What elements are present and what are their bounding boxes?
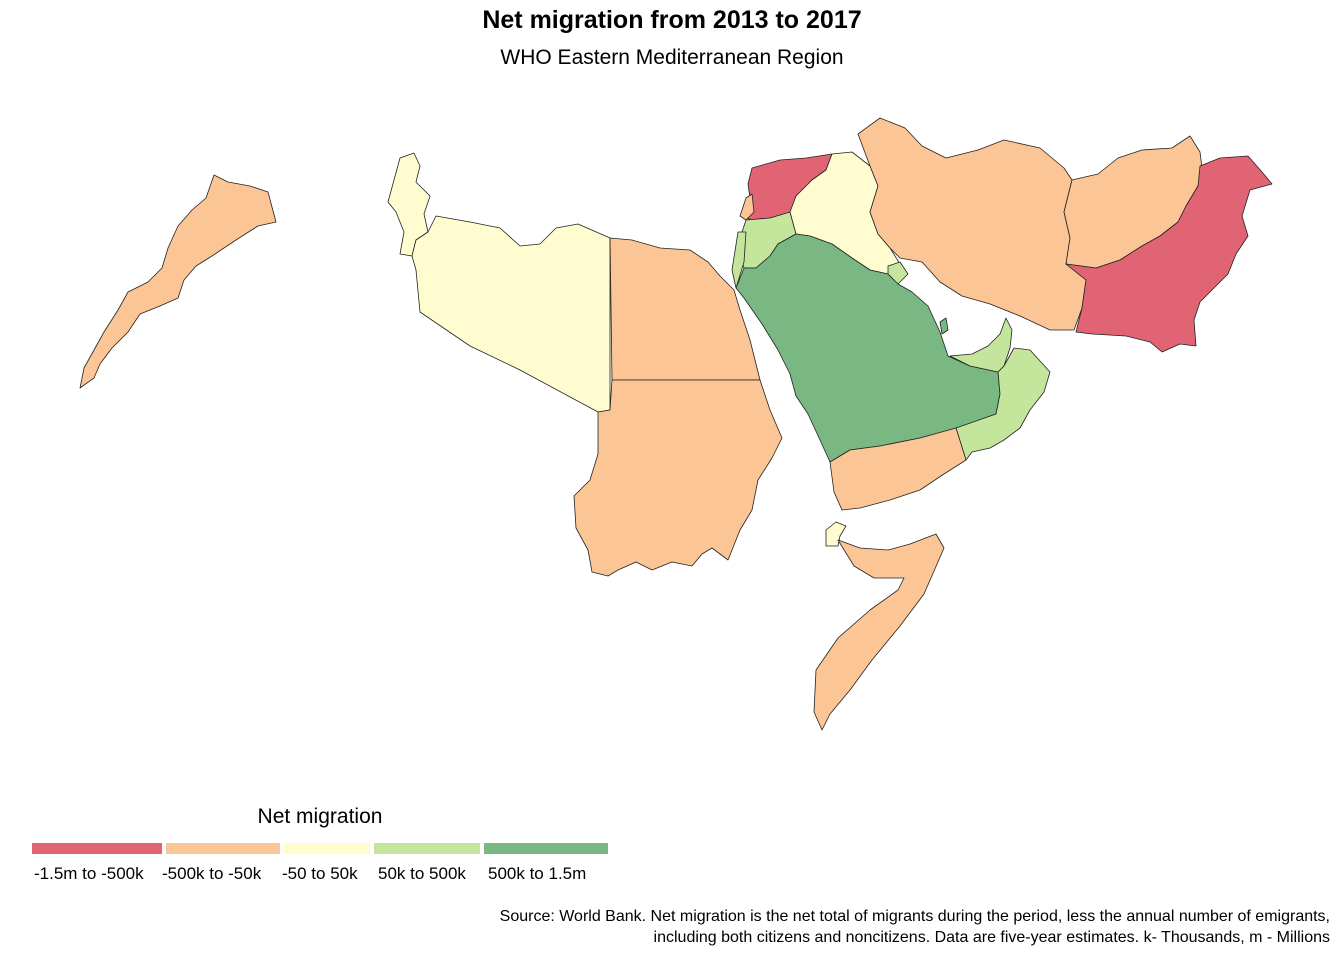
legend-label-5: 500k to 1.5m: [488, 864, 587, 883]
source-line-1: Source: World Bank. Net migration is the…: [499, 908, 1330, 925]
legend-swatch-5: [484, 843, 608, 854]
map-subtitle: WHO Eastern Mediterranean Region: [500, 46, 844, 69]
legend-label-1: -1.5m to -500k: [34, 864, 144, 883]
source-note: Source: World Bank. Net migration is the…: [500, 906, 1330, 948]
country-uae[interactable]: [949, 317, 1013, 373]
legend-label-3: -50 to 50k: [282, 864, 358, 883]
legend-label-4: 50k to 500k: [378, 864, 466, 883]
country-djibouti[interactable]: [825, 521, 847, 547]
country-pakistan[interactable]: [1065, 155, 1273, 353]
legend-swatch-4: [374, 843, 480, 854]
country-lebanon[interactable]: [739, 193, 755, 221]
country-bahrain[interactable]: [939, 317, 949, 335]
country-libya[interactable]: [411, 215, 611, 413]
choropleth-map: [79, 117, 1273, 731]
country-morocco[interactable]: [79, 174, 277, 389]
map-title: Net migration from 2013 to 2017: [482, 6, 862, 34]
legend-label-2: -500k to -50k: [162, 864, 262, 883]
country-sudan[interactable]: [573, 379, 783, 577]
legend-swatch-3: [284, 843, 370, 854]
legend-swatch-1: [32, 843, 162, 854]
country-oman[interactable]: [955, 347, 1051, 461]
country-yemen[interactable]: [829, 427, 967, 511]
legend-swatch-2: [166, 843, 280, 854]
country-somalia[interactable]: [813, 533, 945, 731]
country-palestine[interactable]: [731, 231, 747, 289]
legend-title: Net migration: [257, 805, 383, 828]
source-line-2: including both citizens and noncitizens.…: [653, 929, 1330, 946]
